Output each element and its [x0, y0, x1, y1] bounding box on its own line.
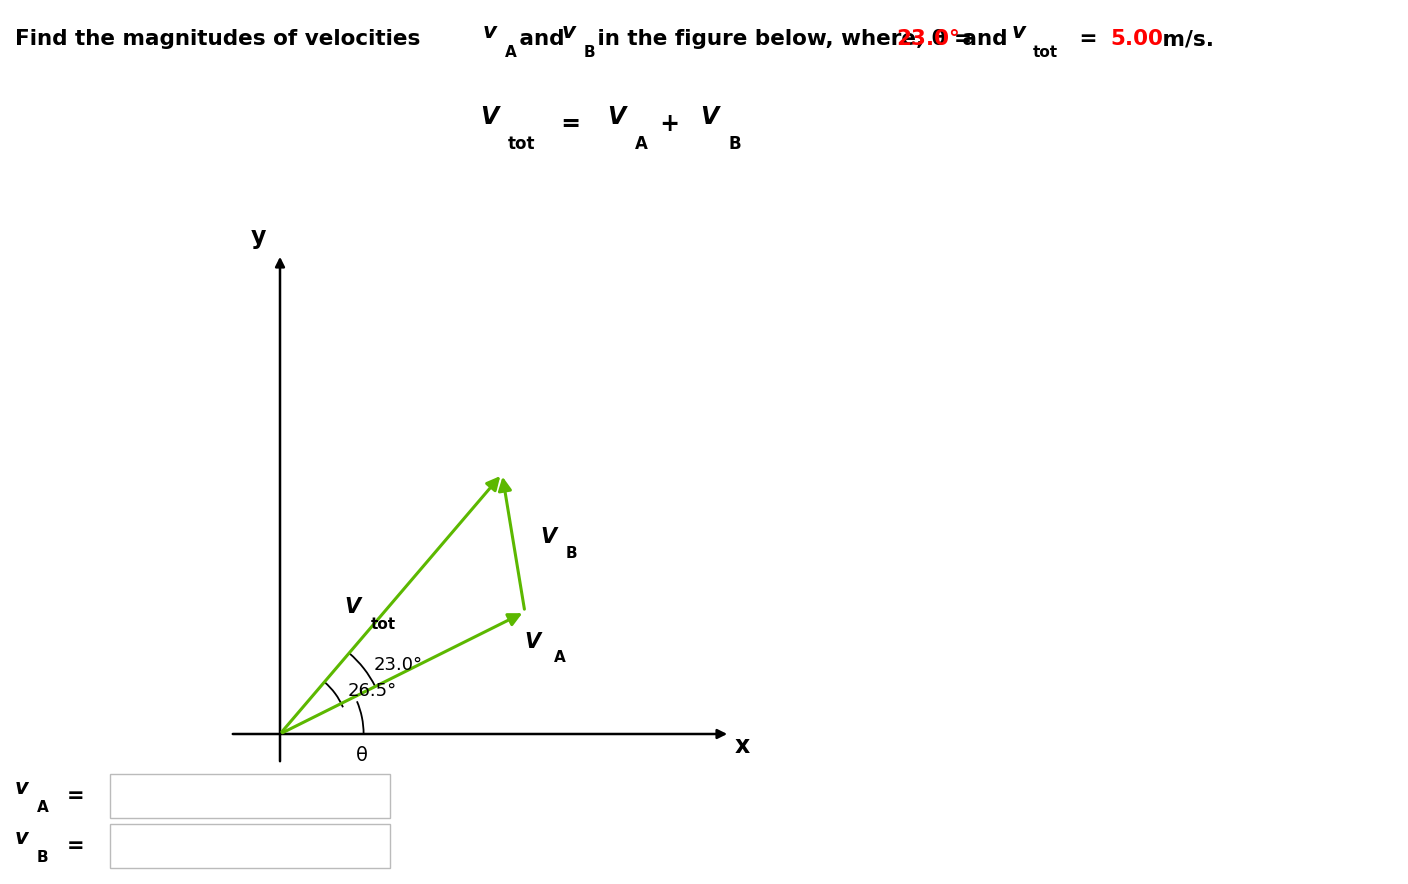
Text: and: and — [955, 29, 1015, 49]
Text: 23.0°: 23.0° — [373, 657, 422, 674]
FancyBboxPatch shape — [110, 824, 390, 868]
Text: 23.0°: 23.0° — [895, 29, 960, 49]
Text: V: V — [480, 105, 498, 129]
Text: v: v — [483, 22, 497, 42]
Text: A: A — [635, 135, 648, 153]
Text: =: = — [68, 786, 84, 806]
Text: tot: tot — [370, 617, 396, 632]
Text: y: y — [251, 225, 266, 249]
Text: θ: θ — [356, 746, 369, 765]
Text: m/s.: m/s. — [1155, 29, 1214, 49]
Text: v: v — [15, 778, 28, 798]
Text: V: V — [344, 597, 360, 617]
Text: B: B — [584, 44, 596, 59]
Text: 26.5°: 26.5° — [348, 682, 397, 699]
Text: tot: tot — [1033, 44, 1059, 59]
Text: x: x — [735, 734, 750, 758]
Text: and: and — [513, 29, 572, 49]
Text: V: V — [700, 105, 718, 129]
Text: +: + — [652, 112, 689, 136]
Text: V: V — [607, 105, 625, 129]
Text: V: V — [539, 527, 556, 547]
Text: Find the magnitudes of velocities: Find the magnitudes of velocities — [15, 29, 428, 49]
Text: v: v — [562, 22, 576, 42]
Text: A: A — [37, 801, 49, 816]
Text: =: = — [68, 836, 84, 856]
Text: =: = — [553, 112, 590, 136]
Text: B: B — [728, 135, 741, 153]
Text: A: A — [505, 44, 517, 59]
Text: in the figure below, where, θ =: in the figure below, where, θ = — [590, 29, 980, 49]
Text: 5.00: 5.00 — [1110, 29, 1163, 49]
FancyBboxPatch shape — [110, 774, 390, 818]
Text: v: v — [1012, 22, 1026, 42]
Text: v: v — [15, 828, 28, 848]
Text: =: = — [1071, 29, 1105, 49]
Text: A: A — [553, 651, 566, 666]
Text: B: B — [37, 850, 49, 865]
Text: tot: tot — [508, 135, 535, 153]
Text: V: V — [525, 632, 541, 652]
Text: B: B — [566, 545, 577, 560]
